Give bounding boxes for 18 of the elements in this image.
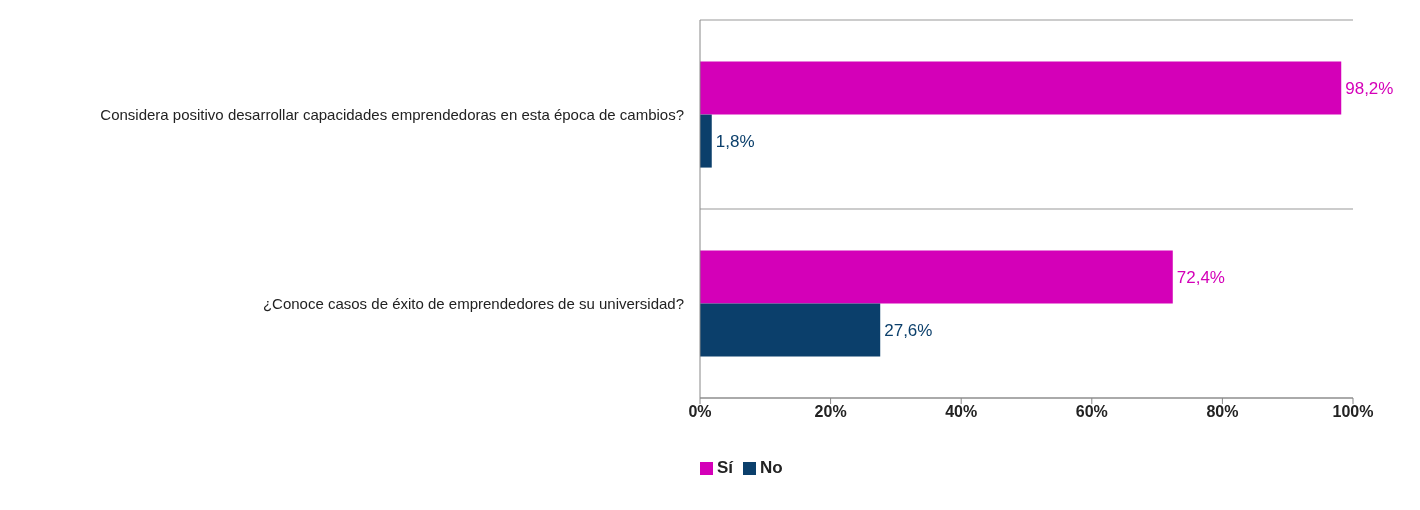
x-tick-label: 80% — [1206, 403, 1239, 421]
y-tick-label: ¿Conoce casos de éxito de emprendedores de su universidad? — [262, 294, 684, 312]
x-tick-label: 20% — [814, 403, 847, 421]
data-label: 27,6% — [884, 321, 933, 341]
data-label: 98,2% — [1345, 79, 1394, 99]
legend-label: No — [760, 458, 783, 477]
x-tick-label: 100% — [1332, 403, 1374, 421]
data-label: 1,8% — [715, 132, 755, 152]
bar — [700, 61, 1342, 115]
y-tick-label: Considera positivo desarrollar capacidades emprendedoras en esta época de cambios? — [100, 105, 684, 123]
bar — [700, 250, 1173, 304]
legend-label: Sí — [717, 458, 734, 477]
x-tick-label: 0% — [688, 403, 712, 421]
data-label: 72,4% — [1176, 268, 1225, 288]
bar — [700, 303, 881, 357]
x-tick-label: 60% — [1075, 403, 1108, 421]
bar — [700, 114, 712, 168]
x-tick-label: 40% — [945, 403, 978, 421]
